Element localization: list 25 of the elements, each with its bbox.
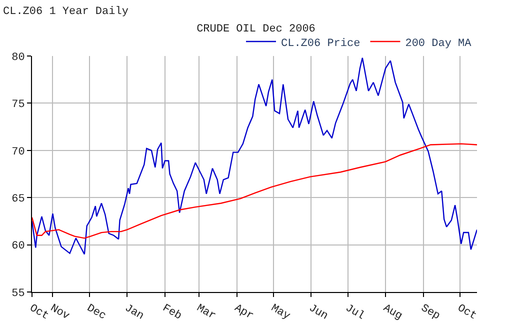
y-tick-label: 75 [12, 99, 25, 112]
x-tick-label: Sep [418, 302, 442, 323]
line-series [32, 143, 477, 239]
line-series [32, 57, 477, 255]
x-tick-label: Mar [194, 302, 218, 323]
y-tick-label: 60 [12, 240, 25, 253]
x-tick-label: Dec [84, 302, 108, 323]
chart-title: CRUDE OIL Dec 2006 [196, 24, 316, 36]
x-tick-label: Jan [122, 302, 146, 323]
x-tick-label: Feb [160, 302, 184, 323]
x-tick-label: Nov [48, 302, 72, 324]
x-tick-label: Aug [380, 302, 404, 323]
y-tick-label: 70 [12, 146, 25, 158]
y-tick-label: 55 [12, 288, 25, 300]
x-tick-label: Oct [27, 302, 50, 323]
y-tick-label: 65 [12, 193, 25, 206]
x-tick-label: Apr [232, 302, 256, 323]
x-tick-label: May [268, 302, 292, 324]
legend-label: CL.Z06 Price [281, 38, 360, 50]
x-tick-label: Oct [455, 302, 478, 323]
x-tick-label: Jul [343, 302, 366, 323]
x-tick-label: Jun [306, 302, 330, 323]
text: CL.Z06 1 Year Daily [3, 6, 129, 18]
legend-label: 200 Day MA [405, 38, 472, 50]
y-tick-label: 80 [12, 52, 25, 64]
